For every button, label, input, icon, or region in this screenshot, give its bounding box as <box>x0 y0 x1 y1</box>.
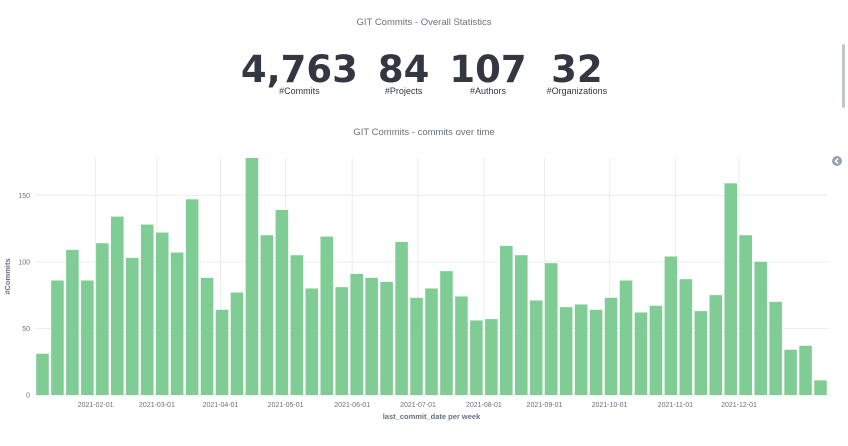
bar <box>290 255 304 395</box>
x-tick-label: 2021-04-01 <box>203 402 239 409</box>
bar <box>245 158 259 395</box>
x-tick-label: 2021-03-01 <box>139 402 175 409</box>
bar <box>574 304 588 395</box>
vertical-scrollbar[interactable] <box>842 44 845 108</box>
x-tick-label: 2021-07-01 <box>400 402 436 409</box>
x-tick-label: 2021-11-01 <box>658 402 693 409</box>
y-tick-label: 100 <box>18 259 30 266</box>
bar <box>111 216 124 395</box>
bar <box>155 232 169 395</box>
bar <box>679 279 693 395</box>
bar <box>440 271 453 395</box>
bar <box>215 309 229 395</box>
bar <box>485 319 498 395</box>
bar <box>799 345 812 395</box>
bar <box>694 311 708 395</box>
bar <box>380 281 393 395</box>
bar <box>724 183 738 395</box>
bar <box>739 235 752 395</box>
bar <box>200 277 214 395</box>
bar <box>275 209 289 395</box>
bar <box>500 245 513 395</box>
bar <box>455 296 468 395</box>
x-tick-label: 2021-09-01 <box>527 402 563 409</box>
bar <box>125 257 139 395</box>
x-tick-label: 2021-06-01 <box>334 402 370 409</box>
bar <box>170 252 184 395</box>
metric-projects: 84 #Projects <box>377 48 430 97</box>
bar <box>589 309 603 395</box>
y-tick-label: 150 <box>18 193 30 200</box>
bar <box>425 288 438 395</box>
x-tick-label: 2021-08-01 <box>466 402 502 409</box>
metric-organizations: 32 #Organizations <box>546 48 608 97</box>
bar <box>320 236 334 395</box>
bar <box>470 320 483 395</box>
bar <box>649 305 663 395</box>
bar <box>784 349 797 395</box>
metric-projects-label: #Projects <box>384 86 423 96</box>
bar <box>529 300 543 395</box>
metric-commits-value: 4,763 <box>240 48 358 91</box>
bar <box>619 280 633 395</box>
metric-authors: 107 #Authors <box>449 48 527 97</box>
metric-projects-value: 84 <box>377 48 430 91</box>
bar <box>96 243 109 395</box>
bar <box>559 307 573 395</box>
bar <box>305 288 319 395</box>
y-tick-label: 0 <box>26 393 30 400</box>
metric-authors-value: 107 <box>449 48 527 91</box>
bar <box>604 297 618 395</box>
bar <box>410 297 423 395</box>
bar <box>350 273 363 395</box>
bar <box>66 249 79 395</box>
x-axis-title: last_commit_date per week <box>383 412 481 421</box>
metrics-row: 4,763 #Commits 84 #Projects 107 #Authors… <box>0 48 848 97</box>
bar <box>709 295 723 395</box>
x-tick-label: 2021-05-01 <box>268 402 304 409</box>
bar <box>395 241 408 395</box>
bar <box>365 277 378 395</box>
metric-commits-label: #Commits <box>279 86 320 96</box>
x-tick-label: 2021-10-01 <box>592 402 628 409</box>
x-tick-label: 2021-12-01 <box>721 402 757 409</box>
metric-organizations-value: 32 <box>551 48 603 91</box>
chevron-left-circle-icon[interactable] <box>832 156 842 166</box>
bar <box>814 380 827 395</box>
bar <box>81 280 94 395</box>
bar <box>335 287 349 395</box>
bar <box>514 255 528 395</box>
commits-bar-chart: 0 50 100 150 2021-02-01 2021-03-01 2021-04-01 2… <box>3 158 828 421</box>
stats-panel-title: GIT Commits - Overall Statistics <box>356 17 492 28</box>
bar <box>51 280 64 395</box>
metric-authors-label: #Authors <box>469 86 506 96</box>
metric-commits: 4,763 #Commits <box>240 48 358 97</box>
bar <box>36 353 49 395</box>
bar <box>634 312 648 395</box>
bar <box>185 199 199 395</box>
y-axis-title: #Commits <box>3 258 12 294</box>
bar <box>664 256 678 395</box>
bar <box>230 292 244 395</box>
bar <box>769 301 782 395</box>
bar <box>140 224 154 395</box>
bar <box>754 261 767 395</box>
chart-panel-title: GIT Commits - commits over time <box>353 127 495 138</box>
bar <box>260 235 274 395</box>
bar <box>544 263 558 395</box>
y-tick-label: 50 <box>22 326 30 333</box>
x-tick-label: 2021-02-01 <box>78 402 114 409</box>
metric-organizations-label: #Organizations <box>546 86 608 96</box>
